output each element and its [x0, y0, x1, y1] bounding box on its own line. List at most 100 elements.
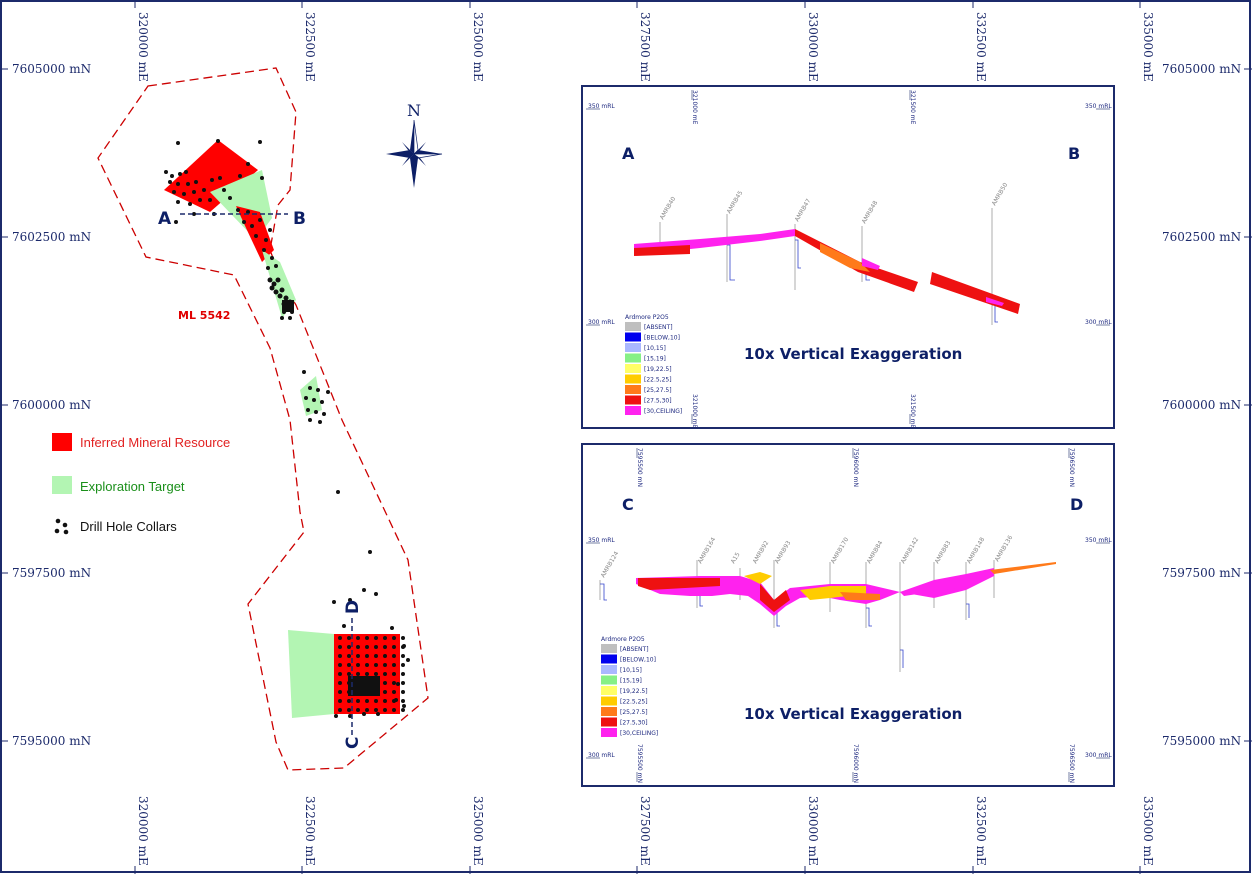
- grade-legend-label: [22.5,25]: [620, 699, 648, 706]
- drill-collar: [392, 663, 396, 667]
- legend-swatch-exploration: [52, 476, 72, 494]
- section-label-d: D: [343, 600, 363, 614]
- map-legend: Inferred Mineral Resource Exploration Ta…: [52, 433, 230, 535]
- section-label-a: A: [158, 209, 172, 229]
- drill-collar: [392, 645, 396, 649]
- legend-label-exploration: Exploration Target: [80, 479, 185, 494]
- ore-profile: [634, 245, 690, 256]
- drill-collar: [362, 712, 366, 716]
- panel-cd-right-label: D: [1070, 495, 1083, 514]
- drill-collar: [394, 698, 398, 702]
- drill-collar: [338, 681, 342, 685]
- northing-label: 7597500 mN: [12, 566, 91, 580]
- rl-label-bottom-right: 300 mRL: [1085, 752, 1112, 759]
- drill-collar: [347, 636, 351, 640]
- ore-profile: [744, 572, 772, 584]
- drill-collar: [383, 654, 387, 658]
- grade-legend-swatch: [601, 717, 617, 727]
- lease-boundary: [97, 67, 429, 771]
- drill-collar: [383, 672, 387, 676]
- drill-collar: [383, 645, 387, 649]
- grade-legend-label: [22.5,25]: [644, 377, 672, 384]
- easting-label: 320000 mE: [136, 12, 150, 82]
- north-arrow-icon: [386, 119, 443, 188]
- drill-collar: [383, 663, 387, 667]
- drill-collar: [396, 682, 400, 686]
- ore-profile: [820, 243, 870, 272]
- drill-collar: [401, 672, 405, 676]
- drill-collar: [338, 672, 342, 676]
- grade-legend-label: [19,22.5]: [644, 366, 672, 373]
- easting-label: 332500 mE: [974, 12, 988, 82]
- legend-label-collars: Drill Hole Collars: [80, 519, 177, 534]
- ore-profile: [986, 297, 1004, 306]
- northing-labels-right: 7605000 mN 7602500 mN 7600000 mN 7597500…: [1162, 62, 1241, 748]
- drill-collar: [347, 654, 351, 658]
- grade-legend-swatch: [625, 353, 641, 363]
- grade-legend-label: [19,22.5]: [620, 688, 648, 695]
- easting-label: 335000 mE: [1141, 12, 1155, 82]
- drill-collar: [365, 654, 369, 658]
- grade-legend-swatch: [625, 343, 641, 352]
- grade-legend-label: [BELOW,10]: [620, 657, 656, 664]
- drill-collar: [392, 681, 396, 685]
- legend-collar-icon: [54, 518, 69, 535]
- drill-collar: [365, 645, 369, 649]
- grade-legend-title: Ardmore P2O5: [601, 636, 645, 643]
- grade-legend-label: [BELOW,10]: [644, 335, 680, 342]
- drill-collar: [383, 636, 387, 640]
- grade-legend-label: [15,19]: [620, 678, 642, 685]
- grade-legend-label: [27.5,30]: [644, 398, 672, 405]
- drill-collar: [383, 681, 387, 685]
- drill-collar: [356, 708, 360, 712]
- inferred-resource-north: [164, 140, 258, 212]
- rl-label-bottom-left: 300 mRL: [588, 319, 615, 326]
- easting-labels-top: 320000 mE 322500 mE 325000 mE 327500 mE …: [136, 12, 1155, 82]
- grade-legend-swatch: [601, 696, 617, 706]
- drill-collar: [392, 636, 396, 640]
- easting-label: 327500 mE: [638, 796, 652, 866]
- inferred-resource-north-b: [236, 206, 274, 262]
- panel-cd-left-label: C: [622, 495, 634, 514]
- grade-legend-label: [10,15]: [644, 345, 666, 352]
- rl-label-top-left: 350 mRL: [588, 103, 615, 110]
- ore-profile: [840, 592, 880, 600]
- drill-collar: [347, 663, 351, 667]
- northing-label: 7595000 mN: [1162, 734, 1241, 748]
- coord-label-bottom: 7596000 mN: [852, 744, 859, 783]
- northing-label: 7602500 mN: [12, 230, 91, 244]
- drill-collar: [392, 672, 396, 676]
- coord-label-top: 7596000 mN: [852, 448, 859, 487]
- drill-collar: [390, 626, 394, 630]
- drill-collar: [401, 663, 405, 667]
- coord-label-bottom: 7595500 mN: [636, 744, 643, 783]
- ore-profile: [800, 586, 866, 600]
- ore-profile: [900, 578, 960, 596]
- rl-label-bottom-right: 300 mRL: [1085, 319, 1112, 326]
- grade-legend-label: [30,CEILING]: [620, 730, 658, 737]
- easting-label: 325000 mE: [471, 796, 485, 866]
- grade-legend-label: [27.5,30]: [620, 720, 648, 727]
- grade-legend-label: [30,CEILING]: [644, 408, 682, 415]
- grade-legend-swatch: [625, 385, 641, 394]
- drill-collar: [383, 690, 387, 694]
- easting-label: 320000 mE: [136, 796, 150, 866]
- drill-collar: [374, 654, 378, 658]
- grade-legend-swatch: [601, 675, 617, 685]
- northing-label: 7595000 mN: [12, 734, 91, 748]
- grade-legend: [ABSENT] [BELOW,10] [10,15] [15,19] [19,22.5…: [625, 322, 682, 415]
- coord-label-top: 7595500 mN: [636, 448, 643, 487]
- grade-legend-swatch: [625, 406, 641, 415]
- drill-collar: [338, 654, 342, 658]
- drill-collar: [374, 699, 378, 703]
- section-panel-ab: 350 mRL 350 mRL 300 mRL 300 mRL 321000 m…: [581, 85, 1115, 429]
- drill-collar: [406, 658, 410, 662]
- drill-collar: [401, 654, 405, 658]
- drill-collar: [347, 708, 351, 712]
- north-label: N: [407, 101, 421, 120]
- coord-label-top: 321000 mE: [691, 90, 698, 125]
- grade-legend-swatch: [625, 332, 641, 342]
- grade-legend-swatch: [625, 374, 641, 384]
